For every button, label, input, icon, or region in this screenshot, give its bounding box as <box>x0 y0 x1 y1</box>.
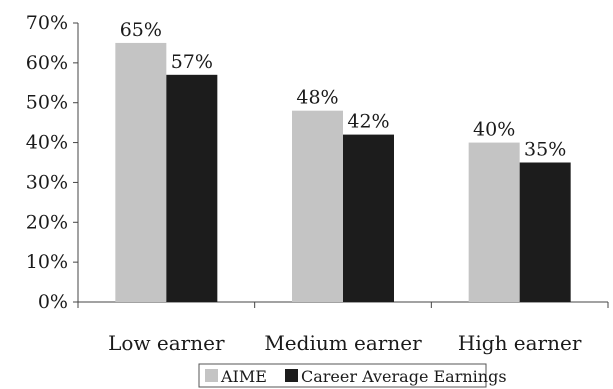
y-tick-label: 20% <box>26 211 68 233</box>
x-category-label: Low earner <box>108 331 225 355</box>
legend-label-aime: AIME <box>220 367 267 386</box>
y-tick-label: 30% <box>26 171 68 193</box>
bar-career-average <box>166 74 218 302</box>
bar-career-average <box>519 162 571 302</box>
bar-career-average <box>343 134 394 302</box>
y-tick-label: 70% <box>26 12 68 34</box>
y-tick-label: 50% <box>26 92 68 114</box>
bar-value-label: 48% <box>296 87 338 109</box>
bar-value-label: 57% <box>171 51 213 73</box>
legend-box <box>198 363 487 388</box>
bar-value-label: 35% <box>524 139 566 161</box>
legend: AIME Career Average Earnings <box>198 363 507 388</box>
bar-value-label: 40% <box>473 119 515 141</box>
x-category-label: Medium earner <box>264 331 422 355</box>
bar-aime <box>292 110 343 302</box>
data-labels: 65% 57% 48% 42% 40% 35% <box>120 19 567 161</box>
bars <box>115 42 571 303</box>
y-tick-label: 40% <box>26 132 68 154</box>
bar-aime <box>115 42 167 303</box>
bar-aime <box>468 142 520 302</box>
x-axis: Low earner Medium earner High earner <box>77 301 609 355</box>
legend-swatch-aime <box>205 369 218 382</box>
legend-label-career-average: Career Average Earnings <box>301 367 507 386</box>
y-axis: 0% 10% 20% 30% 40% 50% 60% 70% <box>26 12 79 313</box>
y-tick-label: 60% <box>26 52 68 74</box>
x-category-label: High earner <box>458 331 582 355</box>
y-tick-label: 0% <box>38 291 68 313</box>
legend-swatch-career-average <box>285 369 298 382</box>
bar-value-label: 65% <box>120 19 162 41</box>
y-tick-label: 10% <box>26 251 68 273</box>
bar-value-label: 42% <box>347 111 389 133</box>
